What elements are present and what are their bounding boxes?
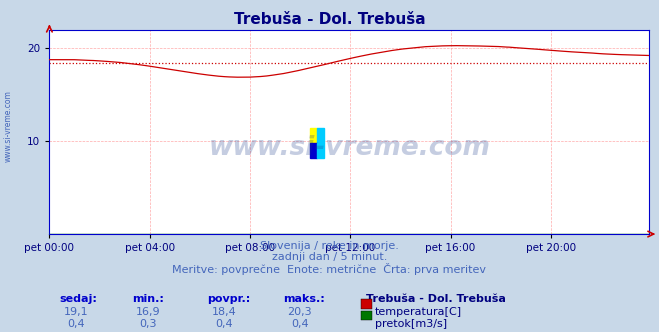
Text: temperatura[C]: temperatura[C] — [375, 307, 462, 317]
Text: 19,1: 19,1 — [63, 307, 88, 317]
Bar — [317, 143, 324, 158]
Text: 0,4: 0,4 — [67, 319, 84, 329]
Text: Slovenija / reke in morje.: Slovenija / reke in morje. — [260, 241, 399, 251]
Text: sedaj:: sedaj: — [59, 294, 97, 304]
Text: Meritve: povprečne  Enote: metrične  Črta: prva meritev: Meritve: povprečne Enote: metrične Črta:… — [173, 263, 486, 275]
Text: pretok[m3/s]: pretok[m3/s] — [375, 319, 447, 329]
Text: min.:: min.: — [132, 294, 163, 304]
Bar — [310, 128, 317, 143]
Text: Trebuša - Dol. Trebuša: Trebuša - Dol. Trebuša — [366, 294, 505, 304]
Text: www.si-vreme.com: www.si-vreme.com — [208, 135, 490, 161]
Bar — [310, 143, 317, 158]
Text: 0,3: 0,3 — [140, 319, 157, 329]
Text: maks.:: maks.: — [283, 294, 325, 304]
Text: Trebuša - Dol. Trebuša: Trebuša - Dol. Trebuša — [234, 12, 425, 27]
Text: zadnji dan / 5 minut.: zadnji dan / 5 minut. — [272, 252, 387, 262]
Text: 18,4: 18,4 — [212, 307, 237, 317]
Text: 0,4: 0,4 — [291, 319, 308, 329]
Bar — [317, 128, 324, 143]
Text: www.si-vreme.com: www.si-vreme.com — [3, 90, 13, 162]
Text: povpr.:: povpr.: — [208, 294, 251, 304]
Text: 20,3: 20,3 — [287, 307, 312, 317]
Text: 0,4: 0,4 — [215, 319, 233, 329]
Text: 16,9: 16,9 — [136, 307, 161, 317]
